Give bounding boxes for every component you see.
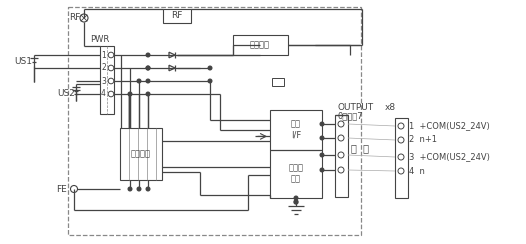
Circle shape bbox=[398, 168, 404, 174]
Circle shape bbox=[108, 78, 114, 84]
Text: PWR: PWR bbox=[90, 35, 109, 44]
Circle shape bbox=[338, 121, 344, 127]
Circle shape bbox=[208, 66, 212, 70]
Text: 1: 1 bbox=[101, 51, 106, 60]
Text: 過電流
保護: 過電流 保護 bbox=[288, 164, 304, 183]
Text: 4: 4 bbox=[101, 90, 106, 99]
Circle shape bbox=[338, 135, 344, 141]
Circle shape bbox=[320, 122, 324, 126]
Text: RF: RF bbox=[171, 11, 183, 20]
Text: US1: US1 bbox=[14, 58, 32, 67]
Text: ・  ・: ・ ・ bbox=[351, 143, 369, 153]
Text: 2: 2 bbox=[101, 63, 106, 72]
Circle shape bbox=[146, 79, 150, 83]
Circle shape bbox=[80, 14, 88, 22]
Text: 2  n+1: 2 n+1 bbox=[409, 135, 437, 144]
Circle shape bbox=[398, 137, 404, 143]
Bar bbox=[68, 7, 361, 235]
Polygon shape bbox=[169, 65, 175, 71]
Circle shape bbox=[108, 91, 114, 97]
Circle shape bbox=[146, 92, 150, 96]
Circle shape bbox=[128, 187, 132, 191]
Bar bbox=[395, 118, 408, 198]
Text: x8: x8 bbox=[385, 103, 396, 112]
Text: 3: 3 bbox=[101, 77, 106, 85]
Bar bbox=[163, 9, 191, 23]
Circle shape bbox=[146, 53, 150, 57]
Bar bbox=[100, 46, 114, 114]
Bar bbox=[270, 110, 322, 198]
Circle shape bbox=[208, 79, 212, 83]
Circle shape bbox=[294, 196, 298, 200]
Text: 4  n: 4 n bbox=[409, 166, 425, 175]
Bar bbox=[233, 35, 288, 55]
Circle shape bbox=[338, 152, 344, 158]
Circle shape bbox=[137, 187, 141, 191]
Polygon shape bbox=[169, 52, 175, 58]
Text: 1  +COM(US2_24V): 1 +COM(US2_24V) bbox=[409, 122, 490, 131]
Bar bbox=[272, 78, 284, 86]
Circle shape bbox=[320, 168, 324, 172]
Circle shape bbox=[320, 136, 324, 140]
Circle shape bbox=[146, 187, 150, 191]
Text: 3  +COM(US2_24V): 3 +COM(US2_24V) bbox=[409, 152, 490, 162]
Circle shape bbox=[398, 123, 404, 129]
Circle shape bbox=[146, 66, 150, 70]
Text: RF: RF bbox=[69, 13, 80, 22]
Circle shape bbox=[108, 52, 114, 58]
Circle shape bbox=[338, 167, 344, 173]
Circle shape bbox=[70, 185, 77, 193]
Text: OUTPUT: OUTPUT bbox=[337, 103, 373, 112]
Bar bbox=[335, 115, 348, 197]
Bar bbox=[120, 128, 162, 180]
Circle shape bbox=[320, 153, 324, 157]
Circle shape bbox=[398, 154, 404, 160]
Circle shape bbox=[146, 66, 150, 70]
Text: FE: FE bbox=[56, 184, 67, 193]
Text: 出力
I/F: 出力 I/F bbox=[291, 120, 301, 139]
Circle shape bbox=[294, 200, 298, 204]
Circle shape bbox=[137, 79, 141, 83]
Text: US2: US2 bbox=[57, 90, 75, 99]
Text: 0・・・7: 0・・・7 bbox=[337, 112, 362, 121]
Text: フィルタ: フィルタ bbox=[131, 150, 151, 159]
Text: 内部回路: 内部回路 bbox=[250, 41, 270, 50]
Circle shape bbox=[128, 92, 132, 96]
Circle shape bbox=[108, 65, 114, 71]
